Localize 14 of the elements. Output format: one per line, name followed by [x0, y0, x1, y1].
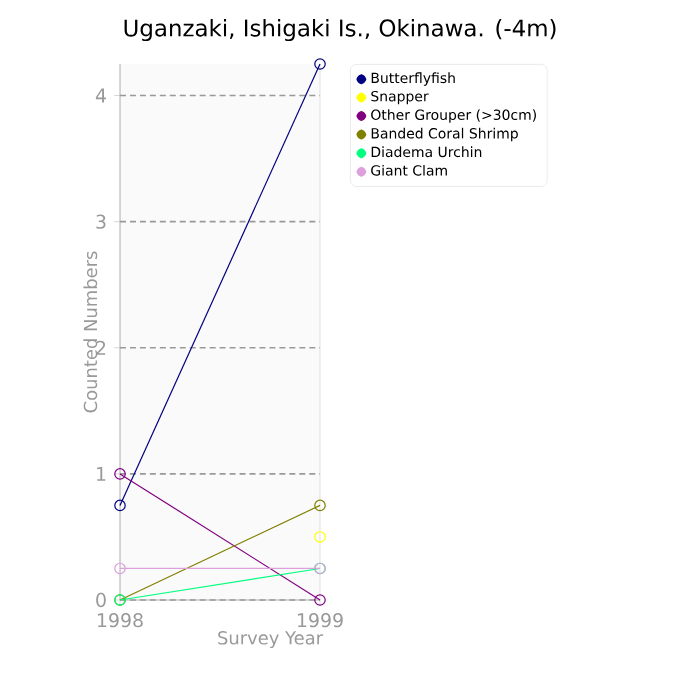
- y-tick-label: 0: [96, 592, 106, 608]
- y-axis-title: Counted Numbers: [83, 251, 98, 413]
- x-tick-label: 1998: [98, 613, 143, 628]
- y-tick-label: 1: [97, 466, 106, 481]
- point: [114, 499, 126, 512]
- y-tick-label: 3: [96, 214, 106, 229]
- point: [114, 562, 126, 575]
- y-tick-label: 4: [95, 88, 106, 103]
- chart-title: Uganzaki, Ishigaki Is., Okinawa. (-4m): [124, 18, 556, 42]
- point: [114, 468, 126, 480]
- x-tick-label: 1999: [298, 613, 343, 628]
- x-axis-title: Survey Year: [218, 631, 324, 649]
- point: [314, 531, 326, 543]
- y-tick-label: 2: [96, 340, 106, 355]
